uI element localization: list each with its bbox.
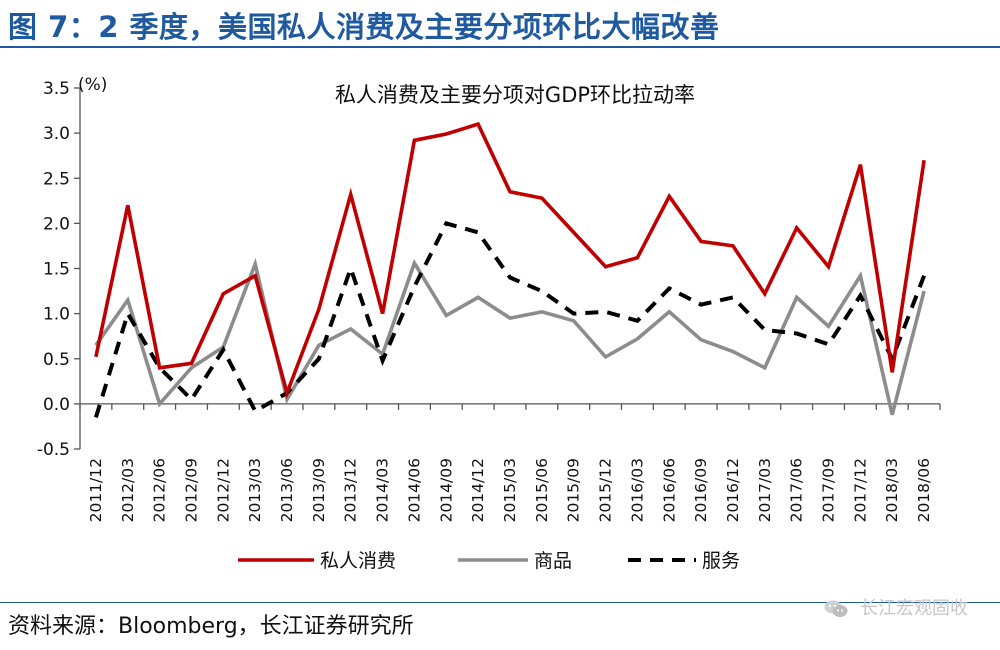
source-note: 资料来源：Bloomberg，长江证券研究所 bbox=[8, 614, 414, 639]
x-tick-label: 2015/06 bbox=[533, 458, 551, 522]
x-tick-label: 2012/06 bbox=[151, 458, 169, 522]
x-tick-label: 2012/12 bbox=[214, 458, 232, 522]
x-tick-label: 2017/12 bbox=[851, 458, 869, 522]
x-tick-label: 2014/03 bbox=[374, 458, 392, 522]
legend-label-2: 商品 bbox=[534, 550, 572, 572]
x-tick-label: 2013/09 bbox=[310, 458, 328, 522]
x-tick-label: 2015/09 bbox=[565, 458, 583, 522]
x-tick-label: 2017/03 bbox=[756, 458, 774, 522]
x-tick-label: 2016/03 bbox=[628, 458, 646, 522]
x-tick-label: 2018/03 bbox=[883, 458, 901, 522]
x-tick-label: 2016/09 bbox=[692, 458, 710, 522]
y-tick-label: 3.5 bbox=[43, 79, 70, 99]
x-tick-label: 2011/12 bbox=[87, 458, 105, 522]
y-tick-label: 3.0 bbox=[43, 124, 70, 144]
y-tick-label: 0.0 bbox=[43, 395, 70, 415]
chart-legend: 私人消费 商品 服务 bbox=[238, 550, 740, 572]
x-tick-label: 2016/12 bbox=[724, 458, 742, 522]
series-line-2 bbox=[94, 257, 926, 416]
y-tick-label: 1.0 bbox=[43, 305, 70, 325]
chart-series-layer bbox=[93, 121, 926, 418]
x-tick-label: 2013/03 bbox=[246, 458, 264, 522]
wechat-icon bbox=[824, 600, 848, 617]
footer-divider bbox=[0, 602, 1000, 603]
x-tick-label: 2018/06 bbox=[915, 458, 933, 522]
x-tick-label: 2017/06 bbox=[788, 458, 806, 522]
x-tick-label: 2017/09 bbox=[820, 458, 838, 522]
series-line-1 bbox=[94, 121, 926, 399]
watermark: 长江宏观固收 bbox=[824, 594, 968, 620]
legend-label-1: 私人消费 bbox=[320, 550, 396, 572]
series-line-3 bbox=[93, 221, 926, 418]
y-tick-label: 0.5 bbox=[43, 350, 70, 370]
x-tick-label: 2012/09 bbox=[182, 458, 200, 522]
x-tick-label: 2014/06 bbox=[405, 458, 423, 522]
chart-title: 私人消费及主要分项对GDP环比拉动率 bbox=[335, 83, 695, 107]
y-tick-label: 2.5 bbox=[43, 169, 70, 189]
x-tick-label: 2015/03 bbox=[501, 458, 519, 522]
y-tick-label: -0.5 bbox=[37, 440, 70, 460]
chart-axes bbox=[74, 87, 941, 450]
watermark-text: 长江宏观固收 bbox=[860, 598, 968, 619]
x-tick-label: 2014/12 bbox=[469, 458, 487, 522]
x-tick-label: 2015/12 bbox=[597, 458, 615, 522]
x-tick-label: 2014/09 bbox=[437, 458, 455, 522]
y-tick-label: 1.5 bbox=[43, 260, 70, 280]
x-tick-label: 2013/12 bbox=[342, 458, 360, 522]
x-tick-label: 2013/06 bbox=[278, 458, 296, 522]
x-tick-label: 2012/03 bbox=[119, 458, 137, 522]
y-axis-unit-label: (%) bbox=[78, 75, 107, 95]
title-divider bbox=[0, 46, 1000, 48]
chart-labels-layer: 3.5 3.0 2.5 2.0 1.5 1.0 0.5 0.0 -0.5 2011/12 2012/… bbox=[37, 79, 933, 522]
y-tick-label: 2.0 bbox=[43, 214, 70, 234]
x-tick-label: 2016/06 bbox=[660, 458, 678, 522]
legend-label-3: 服务 bbox=[702, 550, 740, 572]
figure-title: 图 7：2 季度，美国私人消费及主要分项环比大幅改善 bbox=[8, 10, 720, 44]
chart: 3.5 3.0 2.5 2.0 1.5 1.0 0.5 0.0 -0.5 2011/12 2012/… bbox=[37, 75, 941, 572]
